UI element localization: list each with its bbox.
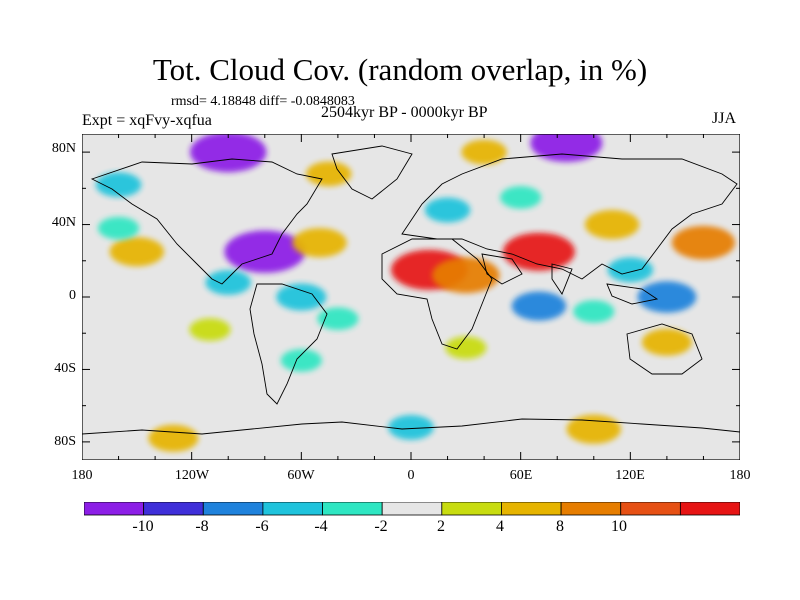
colorbar-label-10: 10	[611, 518, 627, 535]
colorbar-label-4: 4	[496, 518, 504, 535]
map-plot-area	[82, 134, 740, 460]
colorbar-box-7	[441, 502, 502, 516]
rmsd-diff-stats: rmsd= 4.18848 diff= -0.0848083	[171, 94, 355, 109]
colorbar-label-minus6: -6	[255, 518, 269, 535]
anomaly-region-8	[189, 318, 231, 341]
colorbar-box-1	[84, 502, 145, 516]
anomaly-region-11	[502, 232, 575, 271]
anomaly-region-5	[292, 228, 347, 258]
colorbar	[84, 502, 740, 516]
period-label: 2504kyr BP - 0000kyr BP	[321, 104, 488, 121]
lon-label-0: 0	[407, 468, 415, 483]
colorbar-box-6	[381, 502, 443, 516]
anomaly-region-18	[641, 328, 692, 356]
colorbar-box-2	[143, 502, 204, 516]
colorbar-box-3	[202, 502, 264, 516]
lon-label-180e: 180	[729, 468, 751, 483]
lon-label-120e: 120E	[615, 468, 645, 483]
colorbar-label-8: 8	[556, 518, 564, 535]
anomaly-region-14	[607, 257, 654, 283]
experiment-label: Expt = xqFvy-xqfua	[82, 112, 212, 129]
colorbar-box-4	[262, 502, 323, 516]
colorbar-box-9	[560, 502, 622, 516]
anomaly-region-20	[500, 186, 542, 209]
lat-label-0: 0	[69, 288, 76, 303]
map-background	[82, 134, 740, 460]
coastlines	[82, 145, 740, 435]
axis-ticks	[82, 134, 740, 460]
anomaly-region-21	[190, 134, 267, 173]
anomaly-region-6	[276, 283, 327, 311]
anomaly-region-16	[511, 291, 567, 321]
lon-label-180w: 180	[71, 468, 93, 483]
anomaly-region-7	[317, 307, 359, 331]
anomaly-region-3	[224, 230, 306, 273]
lat-label-80s: 80S	[54, 434, 76, 449]
anomaly-region-12	[584, 209, 640, 240]
anomaly-region-1	[109, 237, 165, 267]
colorbar-box-8	[501, 502, 562, 516]
anomaly-region-28	[388, 415, 434, 440]
anomaly-region-25	[461, 139, 507, 165]
colorbar-label-minus4: -4	[314, 518, 328, 535]
lat-label-40n: 40N	[51, 215, 76, 230]
lat-label-40s: 40S	[54, 361, 76, 376]
season-label: JJA	[712, 110, 737, 127]
anomaly-region-4	[205, 270, 252, 295]
colorbar-label-minus8: -8	[195, 518, 209, 535]
anomaly-region-15	[637, 281, 697, 313]
anomaly-region-13	[671, 225, 736, 260]
lon-label-60w: 60W	[287, 468, 315, 483]
anomaly-region-27	[148, 424, 199, 452]
anomaly-region-19	[424, 197, 471, 223]
lon-label-60e: 60E	[509, 468, 533, 483]
plot-title: Tot. Cloud Cov. (random overlap, in %)	[152, 52, 648, 87]
colorbar-box-11	[679, 502, 740, 516]
anomaly-field	[95, 134, 736, 452]
anomaly-region-29	[280, 349, 322, 372]
anomaly-region-17	[573, 300, 615, 323]
colorbar-label-minus2: -2	[374, 518, 388, 535]
anomaly-region-24	[95, 172, 142, 198]
colorbar-box-10	[620, 502, 681, 516]
anomaly-region-23	[305, 161, 352, 187]
lon-label-120w: 120W	[174, 468, 210, 483]
lat-label-80n: 80N	[51, 141, 76, 156]
colorbar-label-minus10: -10	[132, 518, 154, 535]
colorbar-box-5	[322, 502, 383, 516]
colorbar-label-2: 2	[437, 518, 445, 535]
anomaly-region-30	[445, 336, 487, 360]
anomaly-region-2	[97, 216, 140, 240]
anomaly-region-26	[566, 414, 621, 444]
